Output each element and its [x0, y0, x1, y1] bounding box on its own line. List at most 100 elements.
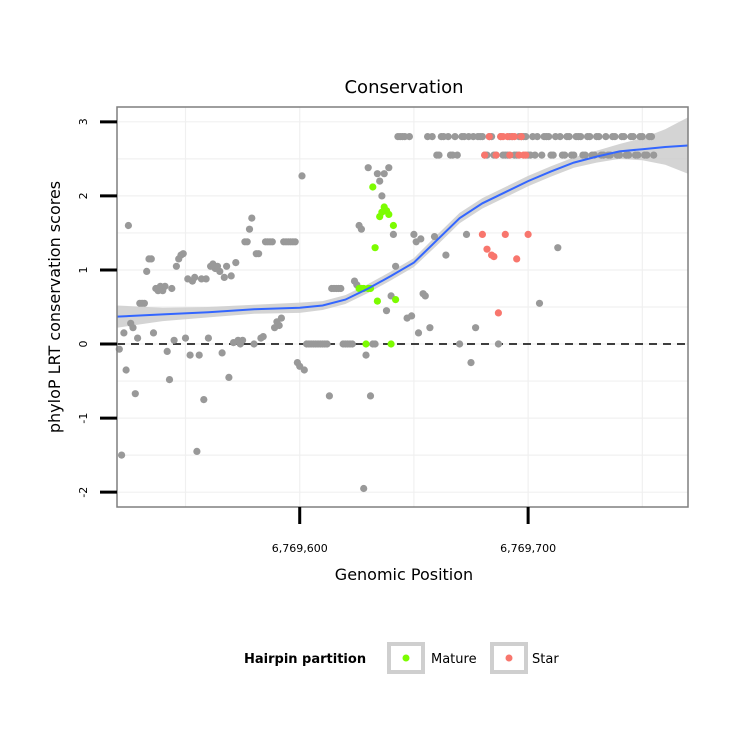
point-other	[202, 275, 210, 283]
point-other	[650, 151, 658, 159]
point-other	[380, 170, 388, 178]
point-other	[275, 321, 283, 330]
point-mature	[369, 183, 377, 191]
point-other	[435, 151, 443, 159]
point-other	[426, 324, 434, 332]
point-other	[371, 340, 379, 348]
point-other	[259, 333, 267, 341]
point-other	[186, 351, 194, 359]
y-tick-label: 2	[77, 192, 90, 199]
point-other	[255, 250, 263, 258]
point-other	[195, 351, 203, 359]
y-tick-label: -1	[77, 413, 90, 424]
point-other	[478, 133, 486, 141]
point-other	[615, 151, 624, 159]
point-other	[430, 233, 439, 241]
y-tick-label: 3	[77, 118, 90, 125]
point-star	[492, 151, 500, 159]
series-mature	[355, 183, 400, 348]
point-other	[638, 133, 646, 141]
point-other	[172, 262, 180, 270]
point-other	[165, 376, 174, 384]
point-star	[490, 253, 498, 261]
point-other	[382, 307, 391, 315]
point-other	[625, 151, 633, 159]
point-other	[245, 225, 254, 233]
point-other	[428, 133, 436, 141]
point-other	[389, 230, 397, 238]
point-other	[549, 151, 557, 159]
point-other	[414, 329, 423, 337]
legend-dot-mature	[402, 654, 410, 662]
point-other	[170, 336, 178, 344]
point-other	[300, 366, 308, 374]
point-other	[586, 133, 594, 141]
point-other	[444, 133, 452, 141]
point-other	[467, 359, 475, 367]
point-other	[362, 351, 370, 359]
point-other	[218, 349, 226, 357]
point-mature	[389, 221, 397, 230]
legend-key-star	[490, 642, 528, 674]
point-other	[161, 282, 169, 290]
point-other	[129, 324, 137, 332]
point-other	[538, 151, 546, 159]
y-tick-label: -2	[77, 487, 90, 498]
legend-item-mature: Mature	[387, 642, 477, 674]
smooth-trend-line	[116, 144, 689, 318]
legend-title: Hairpin partition	[244, 652, 366, 667]
point-other	[250, 340, 258, 348]
point-other	[643, 151, 651, 159]
confidence-band	[117, 117, 688, 328]
point-other	[556, 133, 564, 141]
point-other	[378, 192, 386, 200]
chart-title: Conservation	[344, 77, 463, 98]
point-star	[506, 151, 514, 159]
y-axis-label: phyloP LRT conservation scores	[45, 181, 64, 433]
point-star	[513, 255, 521, 263]
point-mature	[373, 297, 381, 305]
point-other	[554, 244, 562, 252]
point-other	[268, 238, 276, 246]
plot-border	[116, 106, 689, 508]
point-other	[323, 340, 331, 348]
point-other	[385, 164, 393, 172]
point-other	[451, 133, 459, 141]
point-other	[531, 151, 539, 159]
point-other	[364, 164, 372, 172]
point-mature	[362, 340, 370, 348]
point-other	[494, 340, 502, 348]
point-star	[478, 230, 486, 238]
point-other	[179, 250, 187, 258]
point-other	[647, 133, 656, 141]
point-other	[181, 334, 190, 342]
point-other	[216, 267, 224, 275]
point-star	[494, 309, 502, 317]
point-other	[232, 259, 240, 267]
point-other	[118, 451, 126, 459]
point-other	[225, 373, 233, 381]
point-other	[634, 151, 642, 159]
point-other	[602, 133, 610, 141]
point-other	[535, 299, 544, 307]
point-other	[140, 299, 148, 307]
point-other	[163, 347, 171, 355]
point-other	[570, 151, 578, 159]
point-other	[122, 366, 130, 374]
point-other	[248, 214, 256, 222]
point-other	[417, 235, 425, 243]
legend-key-mature	[387, 642, 425, 674]
point-other	[561, 151, 569, 159]
point-other	[131, 390, 139, 398]
point-other	[298, 172, 306, 180]
point-other	[620, 133, 628, 141]
x-axis-label: Genomic Position	[335, 565, 473, 584]
point-other	[337, 284, 345, 293]
point-star	[524, 230, 532, 238]
legend-item-star: Star	[490, 642, 559, 674]
point-other	[373, 170, 381, 178]
point-star	[485, 133, 493, 141]
point-other	[462, 230, 471, 238]
x-tick-label: 6,769,700	[500, 542, 556, 555]
legend-label-mature: Mature	[431, 652, 477, 667]
